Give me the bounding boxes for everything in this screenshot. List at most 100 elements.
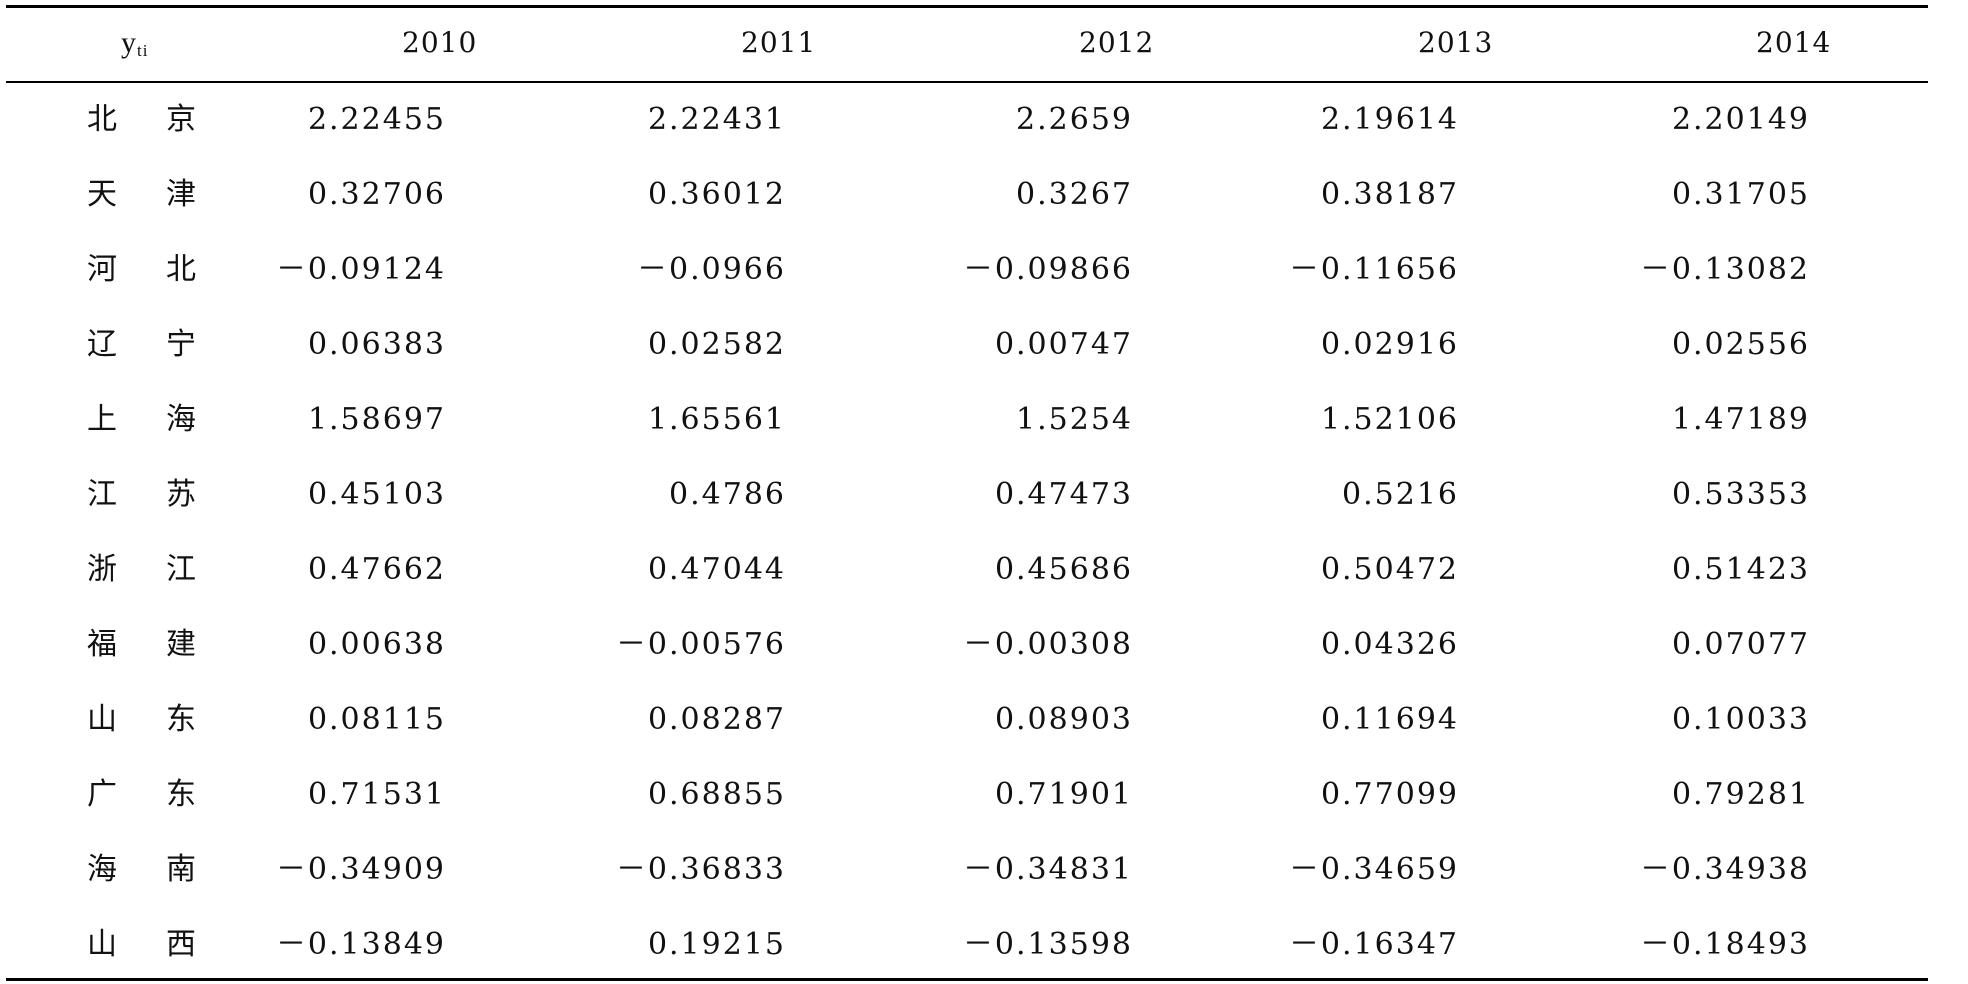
table-row: 山东 0.08115 0.08287 0.08903 0.11694 0.10033 — [6, 683, 1928, 758]
region-name: 福建 — [84, 627, 199, 663]
value-cell: 0.47662 — [307, 552, 446, 587]
year-header-2011: 2011 — [741, 26, 817, 59]
region-char: 宁 — [166, 327, 196, 362]
value-cell: －0.00308 — [962, 627, 1133, 662]
table-row: 山西－0.13849 0.19215 －0.13598 －0.16347 －0.1849… — [6, 908, 1928, 983]
region-name: 山东 — [84, 702, 199, 738]
value-cell: 0.11694 — [1320, 702, 1459, 737]
region-char: 山 — [87, 702, 117, 737]
value-cell: 0.5216 — [1342, 477, 1459, 512]
region-char: 江 — [87, 477, 117, 512]
region-name: 河北 — [84, 252, 199, 288]
region-char: 京 — [166, 102, 196, 137]
value-cell: 0.00747 — [994, 327, 1133, 362]
table-row: 上 海 1.58697 1.65561 1.5254 1.52106 1.47189 — [6, 383, 1928, 458]
value-cell: 0.45103 — [307, 477, 446, 512]
region-name: 天津 — [84, 177, 199, 213]
value-cell: 0.68855 — [647, 777, 786, 812]
value-cell: 0.47473 — [994, 477, 1133, 512]
region-char: 上 — [87, 402, 117, 437]
value-cell: 0.4786 — [669, 477, 786, 512]
value-cell: 0.08115 — [307, 702, 446, 737]
header-row: yti 2010 2011 2012 2013 2014 — [6, 5, 1928, 81]
region-name: 辽宁 — [84, 327, 199, 363]
value-cell: 0.02916 — [1320, 327, 1459, 362]
value-cell: 1.5254 — [1016, 402, 1133, 437]
value-cell: －0.09124 — [275, 252, 446, 287]
value-cell: 1.52106 — [1320, 402, 1459, 437]
value-cell: 1.47189 — [1671, 402, 1810, 437]
value-cell: 1.58697 — [307, 402, 446, 437]
value-cell: 2.19614 — [1320, 102, 1459, 137]
region-char: 东 — [166, 702, 196, 737]
value-cell: 0.04326 — [1320, 627, 1459, 662]
region-char: 山 — [87, 927, 117, 962]
value-cell: 0.32706 — [307, 177, 446, 212]
region-char: 北 — [166, 252, 196, 287]
region-char: 河 — [87, 252, 117, 287]
value-cell: 0.50472 — [1320, 552, 1459, 587]
table-row: 福建 0.00638 －0.00576 －0.00308 0.04326 0.07077 — [6, 608, 1928, 683]
table-row: 北京 2.22455 2.22431 2.2659 2.19614 2.20149 — [6, 83, 1928, 158]
region-char: 南 — [166, 852, 196, 887]
region-name: 海南 — [84, 852, 199, 888]
value-cell: 2.2659 — [1016, 102, 1133, 137]
value-cell: －0.13849 — [275, 927, 446, 962]
region-char: 福 — [87, 627, 117, 662]
value-cell: －0.34659 — [1288, 852, 1459, 887]
value-cell: －0.36833 — [615, 852, 786, 887]
value-cell: 0.38187 — [1320, 177, 1459, 212]
stub-header-subscript: ti — [137, 41, 149, 60]
region-name: 浙江 — [84, 552, 199, 588]
year-header-2013: 2013 — [1418, 26, 1494, 59]
value-cell: 0.08903 — [994, 702, 1133, 737]
value-cell: －0.11656 — [1288, 252, 1459, 287]
year-header-2010: 2010 — [402, 26, 478, 59]
value-cell: 0.02556 — [1671, 327, 1810, 362]
region-char: 西 — [166, 927, 196, 962]
region-char: 广 — [87, 777, 117, 812]
value-cell: 0.02582 — [647, 327, 786, 362]
value-cell: －0.00576 — [615, 627, 786, 662]
table-row: 江苏 0.45103 0.4786 0.47473 0.5216 0.53353 — [6, 458, 1928, 533]
value-cell: 0.79281 — [1671, 777, 1810, 812]
value-cell: 1.65561 — [647, 402, 786, 437]
region-char: 苏 — [166, 477, 196, 512]
year-header-2014: 2014 — [1756, 26, 1832, 59]
value-cell: 0.31705 — [1671, 177, 1810, 212]
data-table: yti 2010 2011 2012 2013 2014 北京 2.22455 2.… — [6, 5, 1928, 981]
value-cell: 0.19215 — [647, 927, 786, 962]
value-cell: 0.36012 — [647, 177, 786, 212]
stub-header-main: y — [121, 26, 137, 59]
value-cell: 0.06383 — [307, 327, 446, 362]
table-row: 浙江 0.47662 0.47044 0.45686 0.50472 0.51423 — [6, 533, 1928, 608]
value-cell: 2.22431 — [647, 102, 786, 137]
value-cell: 0.53353 — [1671, 477, 1810, 512]
value-cell: －0.13598 — [962, 927, 1133, 962]
year-header-2012: 2012 — [1079, 26, 1155, 59]
region-char: 海 — [87, 852, 117, 887]
region-char: 浙 — [87, 552, 117, 587]
table-row: 海南－0.34909 －0.36833 －0.34831 －0.34659 －0.349… — [6, 833, 1928, 908]
region-char: 北 — [87, 102, 117, 137]
region-char: 海 — [166, 402, 196, 437]
value-cell: 0.3267 — [1016, 177, 1133, 212]
value-cell: 0.00638 — [307, 627, 446, 662]
value-cell: 0.08287 — [647, 702, 786, 737]
value-cell: 0.10033 — [1671, 702, 1810, 737]
value-cell: －0.0966 — [637, 252, 786, 287]
value-cell: 0.71901 — [994, 777, 1133, 812]
region-name: 山西 — [84, 927, 199, 963]
table-row: 辽宁 0.06383 0.02582 0.00747 0.02916 0.02556 — [6, 308, 1928, 383]
bottom-rule — [6, 978, 1928, 981]
region-name: 江苏 — [84, 477, 199, 513]
value-cell: －0.13082 — [1639, 252, 1810, 287]
top-rule — [6, 5, 1928, 8]
region-name: 广东 — [84, 777, 199, 813]
value-cell: 2.20149 — [1671, 102, 1810, 137]
value-cell: －0.34831 — [962, 852, 1133, 887]
region-char: 辽 — [87, 327, 117, 362]
value-cell: 0.47044 — [647, 552, 786, 587]
header-rule — [6, 81, 1928, 83]
table-row: 广东 0.71531 0.68855 0.71901 0.77099 0.79281 — [6, 758, 1928, 833]
